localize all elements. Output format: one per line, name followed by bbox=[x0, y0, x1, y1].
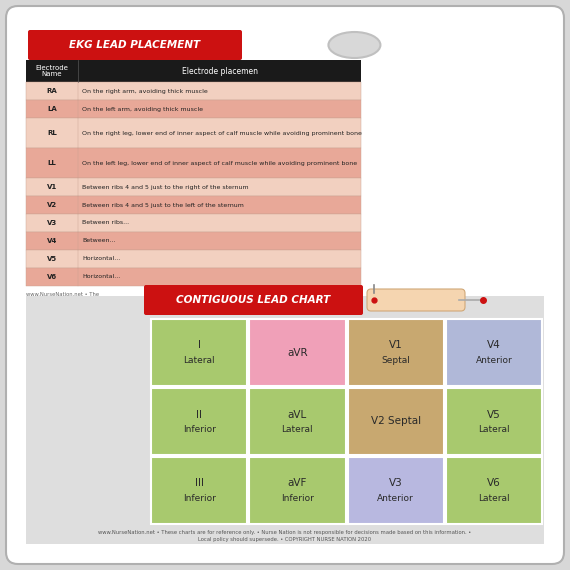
Text: On the right arm, avoiding thick muscle: On the right arm, avoiding thick muscle bbox=[82, 88, 207, 93]
Bar bbox=[151, 319, 247, 386]
FancyBboxPatch shape bbox=[28, 30, 242, 60]
Text: aVR: aVR bbox=[287, 348, 308, 357]
Text: RL: RL bbox=[47, 130, 57, 136]
Text: Between ribs 4 and 5 just to the right of the sternum: Between ribs 4 and 5 just to the right o… bbox=[82, 185, 249, 189]
Text: Inferior: Inferior bbox=[281, 494, 314, 503]
Text: V4: V4 bbox=[487, 340, 501, 351]
Text: aVF: aVF bbox=[288, 478, 307, 488]
Text: Electrode placemen: Electrode placemen bbox=[181, 67, 258, 75]
Text: Horizontal...: Horizontal... bbox=[82, 275, 120, 279]
Text: Between ribs...: Between ribs... bbox=[82, 221, 129, 226]
Text: II: II bbox=[196, 409, 202, 420]
Text: V3: V3 bbox=[389, 478, 402, 488]
Text: CONTIGUOUS LEAD CHART: CONTIGUOUS LEAD CHART bbox=[176, 295, 331, 305]
Bar bbox=[26, 148, 361, 178]
Bar bbox=[26, 296, 544, 544]
Text: Anterior: Anterior bbox=[475, 356, 512, 365]
Text: V6: V6 bbox=[487, 478, 501, 488]
Text: Lateral: Lateral bbox=[478, 425, 510, 434]
Bar bbox=[348, 388, 444, 455]
Bar bbox=[151, 457, 247, 524]
Bar bbox=[26, 268, 361, 286]
FancyBboxPatch shape bbox=[367, 289, 465, 311]
Text: Lateral: Lateral bbox=[282, 425, 313, 434]
Bar bbox=[348, 319, 444, 386]
Text: V3: V3 bbox=[47, 220, 57, 226]
Text: Septal: Septal bbox=[381, 356, 410, 365]
Ellipse shape bbox=[328, 32, 380, 58]
Bar bbox=[446, 319, 542, 386]
FancyBboxPatch shape bbox=[6, 6, 564, 564]
Bar bbox=[26, 118, 361, 148]
Text: Between...: Between... bbox=[82, 238, 116, 243]
Bar bbox=[446, 457, 542, 524]
Text: Between ribs 4 and 5 just to the left of the sternum: Between ribs 4 and 5 just to the left of… bbox=[82, 202, 244, 207]
Text: Inferior: Inferior bbox=[183, 425, 215, 434]
Text: Anterior: Anterior bbox=[377, 494, 414, 503]
Bar bbox=[446, 388, 542, 455]
Bar bbox=[249, 457, 345, 524]
Text: On the left arm, avoiding thick muscle: On the left arm, avoiding thick muscle bbox=[82, 107, 203, 112]
Text: EKG LEAD PLACEMENT: EKG LEAD PLACEMENT bbox=[70, 40, 201, 50]
Text: www.NurseNation.net • The: www.NurseNation.net • The bbox=[26, 292, 99, 297]
Bar bbox=[249, 388, 345, 455]
Text: LL: LL bbox=[48, 160, 56, 166]
Text: LA: LA bbox=[47, 106, 57, 112]
Text: V2: V2 bbox=[47, 202, 57, 208]
Text: III: III bbox=[194, 478, 203, 488]
Text: Inferior: Inferior bbox=[183, 494, 215, 503]
Text: V1: V1 bbox=[389, 340, 402, 351]
Bar bbox=[151, 388, 247, 455]
Text: www.NurseNation.net • These charts are for reference only. • Nurse Nation is not: www.NurseNation.net • These charts are f… bbox=[99, 530, 471, 542]
Text: V6: V6 bbox=[47, 274, 57, 280]
Text: On the right leg, lower end of inner aspect of calf muscle while avoiding promin: On the right leg, lower end of inner asp… bbox=[82, 131, 362, 136]
Bar bbox=[26, 196, 361, 214]
Bar bbox=[26, 250, 361, 268]
Text: Horizontal...: Horizontal... bbox=[82, 256, 120, 262]
Text: Electrode
Name: Electrode Name bbox=[35, 64, 68, 78]
Bar bbox=[26, 60, 361, 82]
Bar bbox=[26, 100, 361, 118]
Text: V1: V1 bbox=[47, 184, 57, 190]
FancyBboxPatch shape bbox=[144, 285, 363, 315]
Text: V4: V4 bbox=[47, 238, 57, 244]
Bar bbox=[26, 232, 361, 250]
Bar bbox=[26, 82, 361, 100]
Text: Lateral: Lateral bbox=[184, 356, 215, 365]
Text: RA: RA bbox=[47, 88, 58, 94]
Text: V5: V5 bbox=[487, 409, 501, 420]
Bar bbox=[348, 457, 444, 524]
Bar bbox=[26, 178, 361, 196]
Text: On the left leg, lower end of inner aspect of calf muscle while avoiding promine: On the left leg, lower end of inner aspe… bbox=[82, 161, 357, 165]
Bar bbox=[26, 214, 361, 232]
Text: Lateral: Lateral bbox=[478, 494, 510, 503]
Text: V2 Septal: V2 Septal bbox=[370, 417, 421, 426]
Bar bbox=[249, 319, 345, 386]
Text: aVL: aVL bbox=[288, 409, 307, 420]
Text: V5: V5 bbox=[47, 256, 57, 262]
Text: I: I bbox=[198, 340, 201, 351]
